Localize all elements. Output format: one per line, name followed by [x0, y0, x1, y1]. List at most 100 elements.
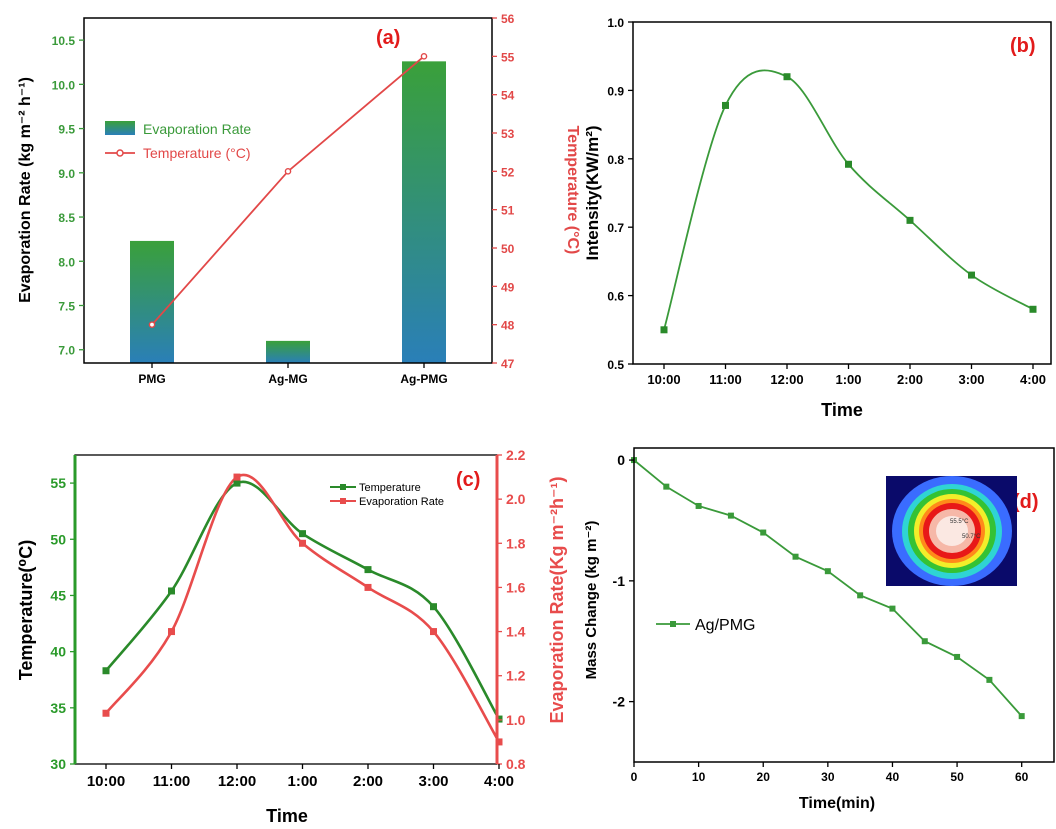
b-xtick-label-5: 3:00: [958, 372, 984, 387]
d-xtick-label-20: 20: [757, 770, 771, 784]
d-point-20: [760, 529, 767, 536]
a-temp-point-2: [420, 53, 428, 60]
a-ytick-right-tick-label-8: 55: [501, 50, 515, 64]
a-left-axis: 7.0 7.5 8.0 8.5 9.0 9.5 10.0 10.5: [52, 34, 84, 358]
d-ytick-tick-label-2: -2: [613, 694, 626, 710]
c-temp-point-2:00: [364, 566, 372, 574]
c-ytick-tick-label-0: 30: [50, 756, 66, 772]
thermal-spot-label-1: 55.5°C: [950, 519, 969, 525]
c-ytick-tick-label-3: 45: [50, 587, 66, 603]
c-ytick-tick-label-5: 55: [50, 475, 66, 491]
b-xtick-label-4: 2:00: [897, 372, 923, 387]
b-point-4:00: [1029, 305, 1037, 313]
d-point-10: [695, 502, 702, 509]
c-ytick-tick-label-2: 40: [50, 644, 66, 660]
d-point-15: [727, 512, 734, 519]
d-xtick-label-0: 0: [631, 770, 638, 784]
d-ytick-tick-label-0: 0: [617, 452, 625, 468]
c-ytick-right-tick-label-0: 0.8: [506, 756, 526, 772]
a-bar-PMG: [130, 240, 174, 363]
b-ytick-tick-label-4: 0.9: [607, 84, 624, 98]
c-evap-point-3:00: [430, 628, 437, 636]
c-xtick-label-2: 12:00: [218, 773, 256, 790]
c-legend-label-temperature: Temperature: [359, 482, 421, 494]
c-right-axis: 0.8 1.0 1.2 1.4 1.6 1.8 2.0 2.2: [497, 447, 526, 772]
b-point-12:00: [783, 73, 791, 81]
d-x-axis: 0 10 20 30 40 50 60: [631, 762, 1029, 784]
c-evaporation-points: [102, 473, 503, 746]
c-temp-point-1:00: [299, 530, 306, 538]
d-point-5: [663, 483, 670, 490]
d-point-50: [954, 653, 961, 660]
d-panel-label: (d): [1013, 491, 1039, 513]
a-ytick-tick-label-7: 10.5: [52, 34, 76, 48]
c-ytick-tick-label-1: 35: [50, 700, 66, 716]
b-xtick-label-3: 1:00: [835, 372, 861, 387]
c-left-axis: 30 35 40 45 50 55: [50, 475, 75, 772]
a-ytick-tick-label-4: 9.0: [58, 167, 75, 181]
panel-c: 30 35 40 45 50 55 0.8 1.0 1.2 1.4 1.6 1.8 2.0 2.2 10…: [16, 447, 567, 826]
c-evaporation-curve: [104, 473, 501, 743]
a-ytick-right-tick-label-6: 53: [501, 127, 515, 141]
a-legend: Evaporation Rate Temperature (°C): [105, 121, 251, 161]
a-x-axis: PMG Ag-MG Ag-PMG: [138, 363, 448, 386]
a-temp-point-0: [148, 321, 156, 328]
c-legend-label-evaporation: Evaporation Rate: [359, 496, 444, 508]
b-x-axis: 10:00 11:00 12:00 1:00 2:00 3:00 4:00: [647, 364, 1046, 387]
thermal-spot-label-2: 50.7°C: [962, 534, 981, 540]
a-ytick-right-tick-label-2: 49: [501, 280, 515, 294]
c-ytick-tick-label-4: 50: [50, 531, 66, 547]
d-legend-marker: [670, 621, 676, 627]
c-temperature-points: [102, 479, 503, 723]
c-evap-point-12:00: [233, 473, 241, 481]
c-ytick-right-tick-label-5: 1.8: [506, 535, 526, 551]
b-ytick-tick-label-5: 1.0: [607, 16, 624, 30]
d-ylabel: Mass Change (kg m⁻²): [583, 521, 600, 680]
a-ytick-right-tick-label-7: 54: [501, 89, 515, 103]
panel-a: 7.0 7.5 8.0 8.5 9.0 9.5 10.0 10.5 47 48 49 50 51 52 5…: [17, 12, 581, 386]
c-x-axis: 10:00 11:00 12:00 1:00 2:00 3:00 4:00: [87, 764, 514, 790]
b-plot-frame: [632, 21, 1052, 365]
b-ytick-tick-label-1: 0.6: [607, 290, 624, 304]
a-legend-label-temperature: Temperature (°C): [143, 145, 251, 161]
d-y-axis: 0 -1 -2: [613, 452, 634, 710]
c-legend-evap-marker: [340, 498, 346, 504]
b-ytick-tick-label-3: 0.8: [607, 153, 624, 167]
a-temperature-points: [148, 53, 428, 328]
c-xtick-label-6: 4:00: [484, 773, 514, 790]
c-ylabel-right: Evaporation Rate(Kg m⁻²h⁻¹): [547, 476, 567, 723]
d-point-40: [889, 605, 896, 612]
b-xtick-label-2: 12:00: [770, 372, 803, 387]
panel-d: 0 -1 -2 0 10 20 30 40 50 60 Time(min) Mass Chang…: [583, 447, 1055, 812]
d-point-60: [1018, 713, 1025, 720]
a-ytick-right-tick-label-9: 56: [501, 12, 515, 26]
b-point-2:00: [906, 216, 914, 224]
d-point-45: [921, 638, 928, 645]
a-ylabel-right: Temperature (°C): [564, 126, 581, 255]
c-temp-point-4:00: [495, 715, 503, 723]
d-point-25: [792, 553, 799, 560]
b-panel-label: (b): [1010, 35, 1036, 57]
b-xlabel: Time: [821, 400, 863, 420]
c-xlabel: Time: [266, 806, 308, 826]
a-panel-label: (a): [376, 27, 400, 49]
c-evap-point-11:00: [168, 628, 175, 636]
b-point-1:00: [845, 160, 852, 168]
a-ytick-tick-label-3: 8.5: [58, 211, 75, 225]
c-evap-point-1:00: [299, 539, 306, 547]
a-ylabel: Evaporation Rate (kg m⁻² h⁻¹): [17, 77, 34, 303]
a-bar-Ag-MG: [266, 340, 310, 363]
a-xtick-label-PMG: PMG: [138, 372, 165, 386]
c-evap-point-4:00: [495, 738, 503, 746]
b-point-10:00: [660, 326, 668, 334]
d-ytick-tick-label-1: -1: [613, 573, 626, 589]
b-point-3:00: [968, 271, 975, 279]
b-ylabel: Intensity(KW/m²): [583, 125, 602, 260]
d-point-30: [824, 568, 831, 575]
c-panel-label: (c): [456, 469, 480, 491]
a-ytick-tick-label-6: 10.0: [52, 78, 76, 92]
d-legend-label: Ag/PMG: [695, 617, 755, 634]
c-xtick-label-3: 1:00: [287, 773, 317, 790]
b-xtick-label-1: 11:00: [709, 372, 742, 387]
